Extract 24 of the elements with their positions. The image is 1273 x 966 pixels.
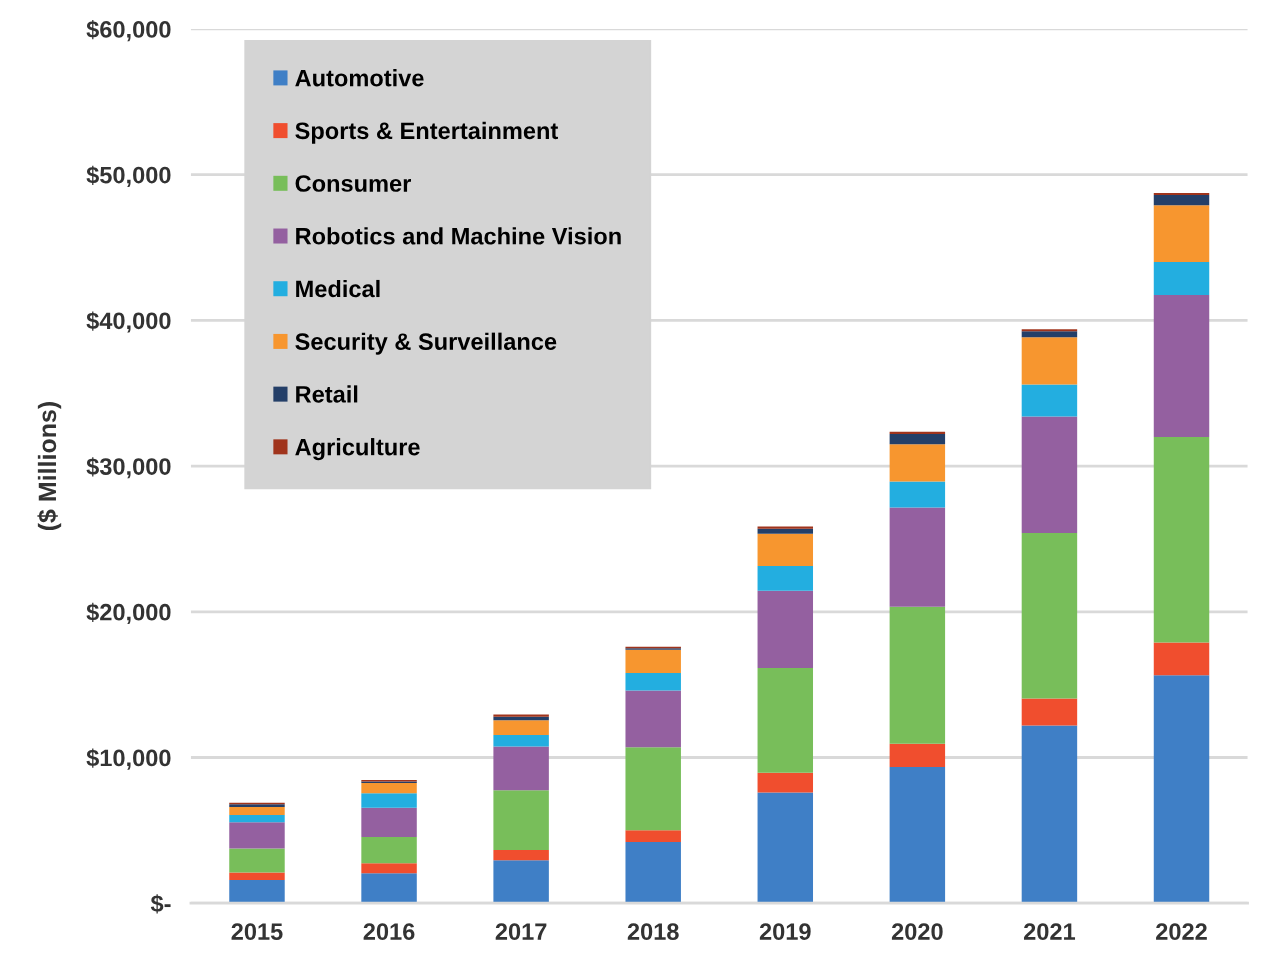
legend-label: Medical [296, 279, 380, 298]
y-tick-label: $- [150, 894, 171, 914]
y-tick-label: $40,000 [86, 311, 171, 333]
legend-label: Agriculture [295, 438, 420, 461]
y-tick-label: $50,000 [86, 165, 171, 187]
x-tick-label: 2022 [1156, 923, 1207, 940]
legend-label: Automotive [295, 69, 424, 87]
x-tick-label: 2015 [231, 923, 283, 940]
x-tick-label: 2018 [627, 923, 679, 940]
legend-label: Robotics and Machine Vision [296, 227, 621, 245]
legend-label: Security & Surveillance [295, 332, 557, 355]
x-tick-label: 2016 [363, 923, 415, 940]
x-tick-label: 2020 [891, 923, 943, 940]
legend-label: Consumer [295, 175, 412, 192]
y-axis-title: ($ Millions) [37, 402, 62, 531]
x-tick-label: 2017 [495, 923, 547, 940]
x-tick-label: 2019 [759, 923, 811, 940]
y-tick-label: $20,000 [86, 602, 171, 625]
y-tick-label: $60,000 [86, 20, 171, 42]
legend-label: Sports & Entertainment [295, 121, 558, 144]
x-tick-label: 2021 [1023, 923, 1076, 940]
y-tick-label: $30,000 [86, 457, 171, 479]
legend-label: Retail [296, 385, 358, 403]
y-tick-label: $10,000 [86, 748, 171, 770]
